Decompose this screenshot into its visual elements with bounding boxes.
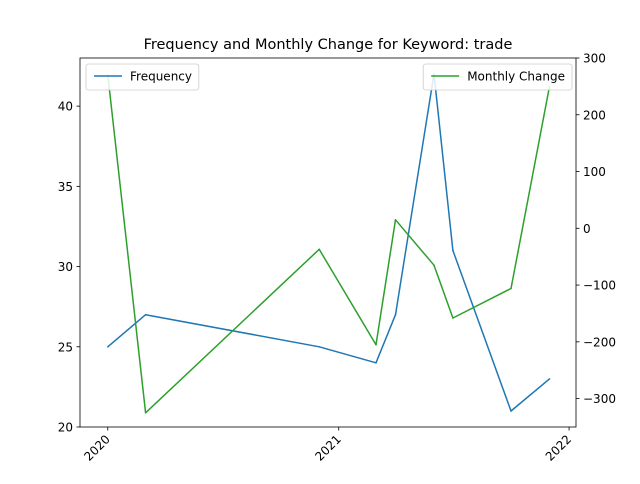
y-right-tick-label: 200 [583, 108, 606, 122]
y-right-tick-label: −200 [583, 335, 616, 349]
y-left-tick-label: 40 [58, 100, 73, 114]
series-2-point [318, 248, 321, 251]
series-1-point [452, 249, 454, 252]
series-1-point [107, 346, 109, 348]
y-left-tick-label: 25 [58, 340, 73, 354]
legend-box [85, 63, 200, 91]
y-right-tick-label: 300 [583, 52, 606, 66]
series-2-point [433, 264, 435, 267]
y-right-tick-label: −300 [583, 392, 616, 406]
series-1-point [394, 313, 397, 316]
series-2-point [452, 317, 454, 319]
legend-layer: Frequency Monthly Change [85, 63, 573, 91]
series-2-point [394, 219, 397, 221]
legend-top-right: Monthly Change [422, 63, 573, 91]
y-left-tick-label: 35 [58, 180, 73, 194]
y-left-tick-label: 30 [58, 260, 73, 274]
y-right-tick-label: 100 [583, 165, 606, 179]
y-right-tick-label: 0 [583, 222, 591, 236]
axes-frame [79, 57, 577, 428]
legend-label: Frequency [130, 70, 192, 84]
chart-title: Frequency and Monthly Change for Keyword… [144, 37, 513, 53]
series-2-point [510, 287, 512, 290]
series-1-point [144, 313, 147, 316]
series-2-point [144, 412, 147, 414]
series-1-point [375, 362, 377, 364]
legend-box [422, 63, 573, 91]
series-2-point [375, 343, 377, 346]
series-1-point [318, 346, 321, 348]
y-left-tick-label: 20 [58, 421, 73, 435]
y-right-tick-label: −100 [583, 279, 616, 293]
legend-top-left: Frequency [85, 63, 200, 91]
legend-label: Monthly Change [467, 70, 565, 84]
series-1-point [510, 410, 512, 412]
series-1-point [548, 378, 551, 380]
